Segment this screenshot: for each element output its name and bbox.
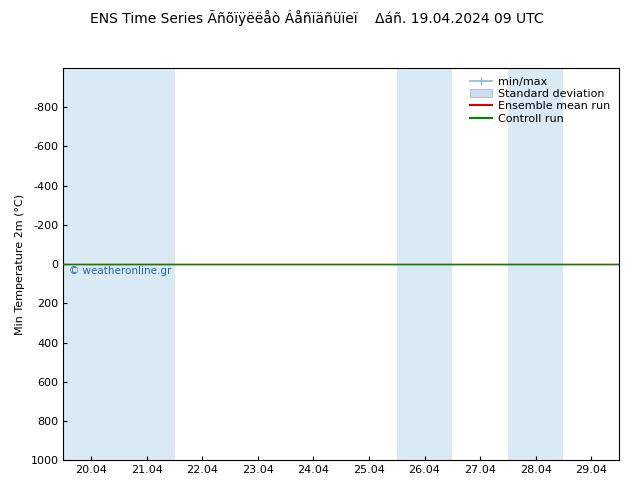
Bar xyxy=(119,68,174,460)
Text: © weatheronline.gr: © weatheronline.gr xyxy=(69,266,171,276)
Text: ENS Time Series Ãñõïÿëëåò Áåñïäñüïеї    Δáñ. 19.04.2024 09 UTC: ENS Time Series Ãñõïÿëëåò Áåñïäñüïеї Δáñ… xyxy=(90,10,544,26)
Bar xyxy=(397,68,452,460)
Bar xyxy=(63,68,119,460)
Bar xyxy=(508,68,564,460)
Y-axis label: Min Temperature 2m (°C): Min Temperature 2m (°C) xyxy=(15,194,25,335)
Legend: min/max, Standard deviation, Ensemble mean run, Controll run: min/max, Standard deviation, Ensemble me… xyxy=(467,74,614,127)
